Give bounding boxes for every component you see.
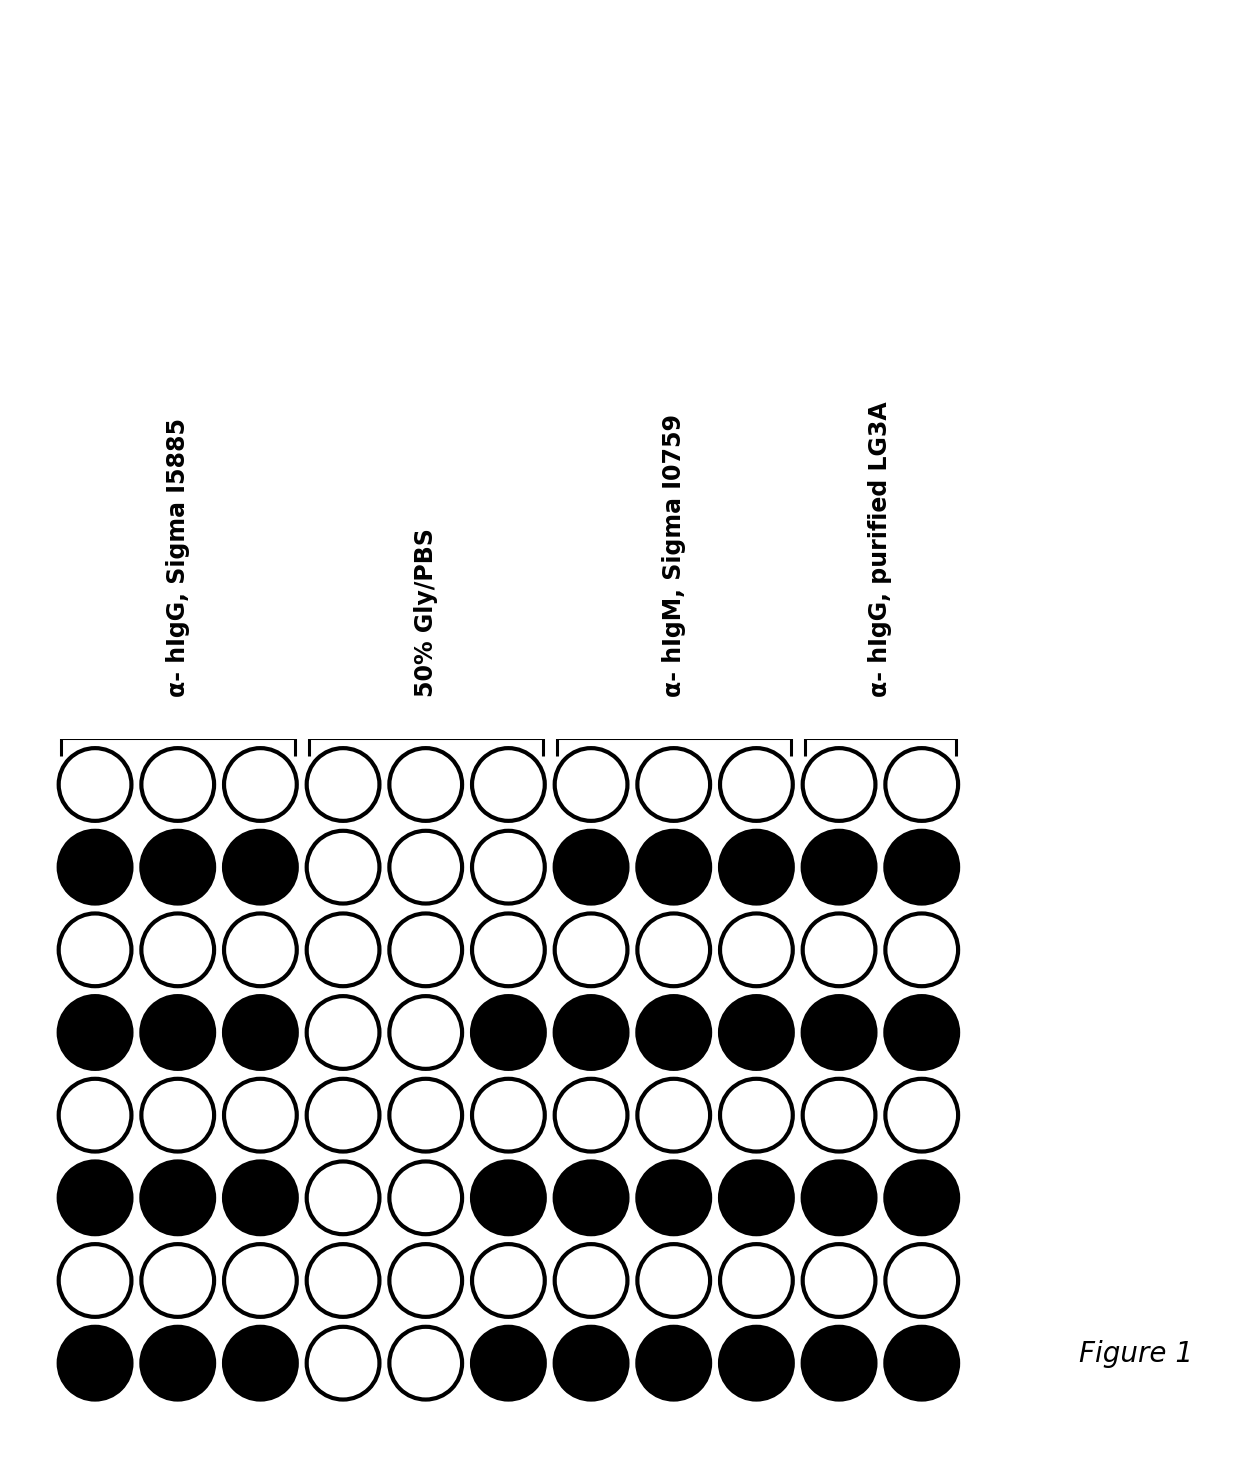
- Ellipse shape: [802, 749, 875, 821]
- Ellipse shape: [472, 996, 544, 1069]
- Ellipse shape: [472, 1244, 544, 1317]
- Ellipse shape: [306, 749, 379, 821]
- Ellipse shape: [306, 1327, 379, 1399]
- Text: α- hIgM, Sigma I0759: α- hIgM, Sigma I0759: [662, 413, 686, 697]
- Ellipse shape: [141, 1162, 215, 1234]
- Ellipse shape: [802, 1327, 875, 1399]
- Ellipse shape: [554, 913, 627, 986]
- Ellipse shape: [885, 1078, 959, 1152]
- Ellipse shape: [720, 1078, 792, 1152]
- Ellipse shape: [802, 1244, 875, 1317]
- Text: α- hIgG, purified LG3A: α- hIgG, purified LG3A: [868, 402, 893, 697]
- Ellipse shape: [224, 913, 296, 986]
- Ellipse shape: [554, 831, 627, 903]
- Ellipse shape: [389, 1327, 463, 1399]
- Ellipse shape: [306, 913, 379, 986]
- Ellipse shape: [141, 1078, 215, 1152]
- Ellipse shape: [637, 1162, 711, 1234]
- Ellipse shape: [389, 749, 463, 821]
- Ellipse shape: [141, 996, 215, 1069]
- Ellipse shape: [554, 1244, 627, 1317]
- Ellipse shape: [637, 1078, 711, 1152]
- Ellipse shape: [637, 996, 711, 1069]
- Ellipse shape: [58, 1327, 131, 1399]
- Ellipse shape: [224, 1327, 296, 1399]
- Ellipse shape: [885, 831, 959, 903]
- Ellipse shape: [885, 996, 959, 1069]
- Ellipse shape: [141, 831, 215, 903]
- Ellipse shape: [637, 1327, 711, 1399]
- Ellipse shape: [58, 913, 131, 986]
- Ellipse shape: [802, 1078, 875, 1152]
- Ellipse shape: [389, 831, 463, 903]
- Ellipse shape: [306, 996, 379, 1069]
- Ellipse shape: [58, 1162, 131, 1234]
- Ellipse shape: [637, 1244, 711, 1317]
- Ellipse shape: [472, 1327, 544, 1399]
- Ellipse shape: [306, 1078, 379, 1152]
- Ellipse shape: [58, 1244, 131, 1317]
- Ellipse shape: [802, 913, 875, 986]
- Ellipse shape: [885, 1162, 959, 1234]
- Ellipse shape: [389, 1162, 463, 1234]
- Ellipse shape: [637, 831, 711, 903]
- Ellipse shape: [141, 913, 215, 986]
- Ellipse shape: [885, 913, 959, 986]
- Ellipse shape: [472, 1078, 544, 1152]
- Text: α- hIgG, Sigma I5885: α- hIgG, Sigma I5885: [166, 418, 190, 697]
- Ellipse shape: [885, 1327, 959, 1399]
- Ellipse shape: [389, 1244, 463, 1317]
- Ellipse shape: [885, 1244, 959, 1317]
- Ellipse shape: [224, 831, 296, 903]
- Ellipse shape: [141, 749, 215, 821]
- Ellipse shape: [58, 1078, 131, 1152]
- Ellipse shape: [224, 996, 296, 1069]
- Ellipse shape: [802, 996, 875, 1069]
- Ellipse shape: [720, 749, 792, 821]
- Ellipse shape: [472, 831, 544, 903]
- Ellipse shape: [554, 749, 627, 821]
- Ellipse shape: [224, 1078, 296, 1152]
- Ellipse shape: [141, 1327, 215, 1399]
- Ellipse shape: [389, 996, 463, 1069]
- Ellipse shape: [554, 996, 627, 1069]
- Ellipse shape: [720, 1244, 792, 1317]
- Ellipse shape: [389, 913, 463, 986]
- Ellipse shape: [802, 1162, 875, 1234]
- Ellipse shape: [720, 996, 792, 1069]
- Ellipse shape: [58, 749, 131, 821]
- Ellipse shape: [720, 913, 792, 986]
- Ellipse shape: [58, 996, 131, 1069]
- Ellipse shape: [472, 749, 544, 821]
- Text: Figure 1: Figure 1: [1079, 1340, 1193, 1368]
- Ellipse shape: [306, 1162, 379, 1234]
- Ellipse shape: [224, 749, 296, 821]
- Ellipse shape: [224, 1244, 296, 1317]
- Ellipse shape: [306, 1244, 379, 1317]
- Ellipse shape: [306, 831, 379, 903]
- Ellipse shape: [802, 831, 875, 903]
- Ellipse shape: [637, 749, 711, 821]
- Ellipse shape: [637, 913, 711, 986]
- Ellipse shape: [720, 1162, 792, 1234]
- Ellipse shape: [224, 1162, 296, 1234]
- Ellipse shape: [720, 831, 792, 903]
- Ellipse shape: [554, 1327, 627, 1399]
- Text: 50% Gly/PBS: 50% Gly/PBS: [414, 528, 438, 697]
- Ellipse shape: [885, 749, 959, 821]
- Ellipse shape: [554, 1078, 627, 1152]
- Ellipse shape: [389, 1078, 463, 1152]
- Ellipse shape: [141, 1244, 215, 1317]
- Ellipse shape: [472, 913, 544, 986]
- Ellipse shape: [472, 1162, 544, 1234]
- Ellipse shape: [720, 1327, 792, 1399]
- Ellipse shape: [58, 831, 131, 903]
- Ellipse shape: [554, 1162, 627, 1234]
